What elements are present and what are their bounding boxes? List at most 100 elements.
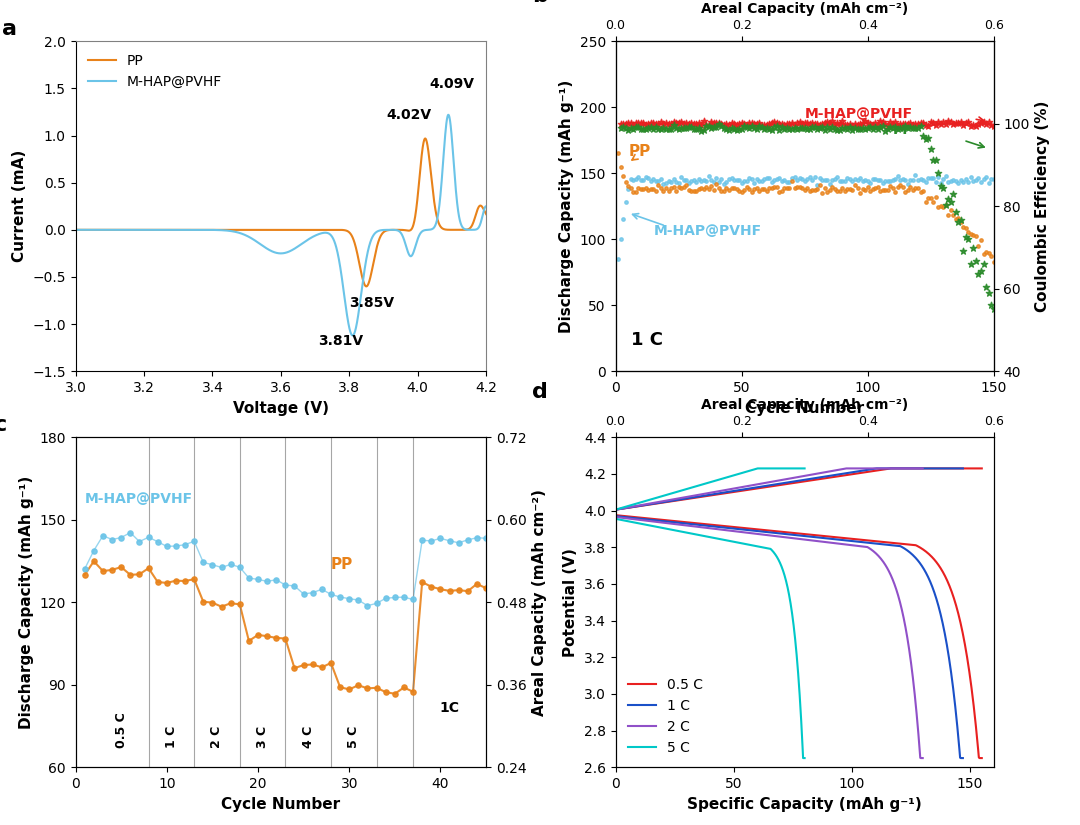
Point [919, 119, 936, 132]
Point [658, 177, 675, 190]
Point [828, 124, 846, 137]
Point [945, 208, 962, 221]
Point [726, 182, 743, 195]
Point [801, 170, 819, 183]
Point [713, 117, 730, 130]
Point [617, 196, 634, 209]
Point [258, 575, 275, 588]
Point [698, 174, 715, 187]
Point [791, 116, 808, 129]
Text: M-HAP@PVHF: M-HAP@PVHF [84, 493, 193, 507]
Point [912, 120, 929, 133]
Point [632, 182, 649, 195]
Point [804, 117, 821, 130]
Point [783, 117, 800, 130]
Point [745, 177, 762, 190]
Point [866, 182, 883, 195]
Point [94, 529, 111, 542]
Text: 1 C: 1 C [165, 726, 178, 748]
Point [627, 172, 645, 185]
Point [673, 121, 690, 134]
Point [985, 172, 1002, 186]
Point [387, 687, 404, 700]
Point [213, 600, 230, 613]
Point [441, 534, 458, 547]
Point [332, 681, 349, 694]
Point [276, 578, 294, 592]
Point [869, 123, 887, 136]
Point [786, 121, 804, 134]
Point [350, 679, 367, 692]
Point [670, 181, 687, 194]
Point [658, 116, 675, 130]
Point [826, 118, 843, 131]
Point [794, 117, 811, 130]
Point [874, 116, 891, 129]
Y-axis label: Potential (V): Potential (V) [564, 548, 578, 657]
Point [977, 171, 995, 184]
Point [743, 185, 760, 198]
Point [864, 172, 881, 186]
Point [667, 121, 685, 134]
Point [804, 120, 821, 134]
Point [622, 181, 639, 194]
Point [627, 185, 645, 198]
Point [983, 299, 1000, 312]
Point [158, 540, 175, 553]
Point [934, 182, 951, 195]
Point [703, 173, 720, 186]
Point [970, 239, 987, 252]
Point [660, 117, 677, 130]
Point [766, 120, 783, 134]
Point [726, 117, 743, 130]
Point [902, 120, 919, 134]
Point [728, 182, 745, 196]
Point [723, 121, 740, 134]
Point [612, 160, 630, 173]
Point [924, 196, 942, 209]
Point [953, 173, 970, 186]
Point [847, 178, 864, 191]
Point [985, 120, 1002, 133]
Point [707, 172, 725, 185]
Point [768, 119, 785, 132]
Point [715, 185, 732, 198]
Point [940, 192, 957, 205]
Text: 3.81V: 3.81V [319, 334, 363, 348]
Point [783, 175, 800, 188]
Point [705, 116, 723, 130]
Point [896, 173, 914, 186]
Point [791, 172, 808, 185]
Point [766, 116, 783, 129]
Point [824, 120, 841, 134]
Point [809, 178, 826, 191]
Point [764, 182, 781, 195]
Point [756, 182, 773, 196]
Point [741, 182, 758, 196]
Point [862, 177, 879, 190]
Text: M-HAP@PVHF: M-HAP@PVHF [653, 224, 761, 238]
Point [816, 124, 834, 137]
Point [652, 116, 670, 129]
Point [821, 122, 838, 135]
Point [624, 185, 642, 198]
Point [864, 182, 881, 196]
Point [647, 117, 664, 130]
Point [665, 172, 683, 186]
Point [801, 184, 819, 197]
Point [879, 120, 896, 133]
Point [112, 531, 130, 545]
Point [834, 115, 851, 128]
Point [654, 185, 672, 198]
Point [975, 172, 993, 186]
Point [620, 182, 637, 196]
Point [894, 172, 912, 186]
Point [432, 532, 449, 545]
Point [896, 186, 914, 199]
Point [771, 123, 788, 136]
Point [654, 121, 672, 134]
Point [922, 172, 940, 185]
Point [872, 120, 889, 134]
Y-axis label: Discharge Capacity (mAh g⁻¹): Discharge Capacity (mAh g⁻¹) [18, 476, 33, 728]
Point [972, 233, 989, 247]
